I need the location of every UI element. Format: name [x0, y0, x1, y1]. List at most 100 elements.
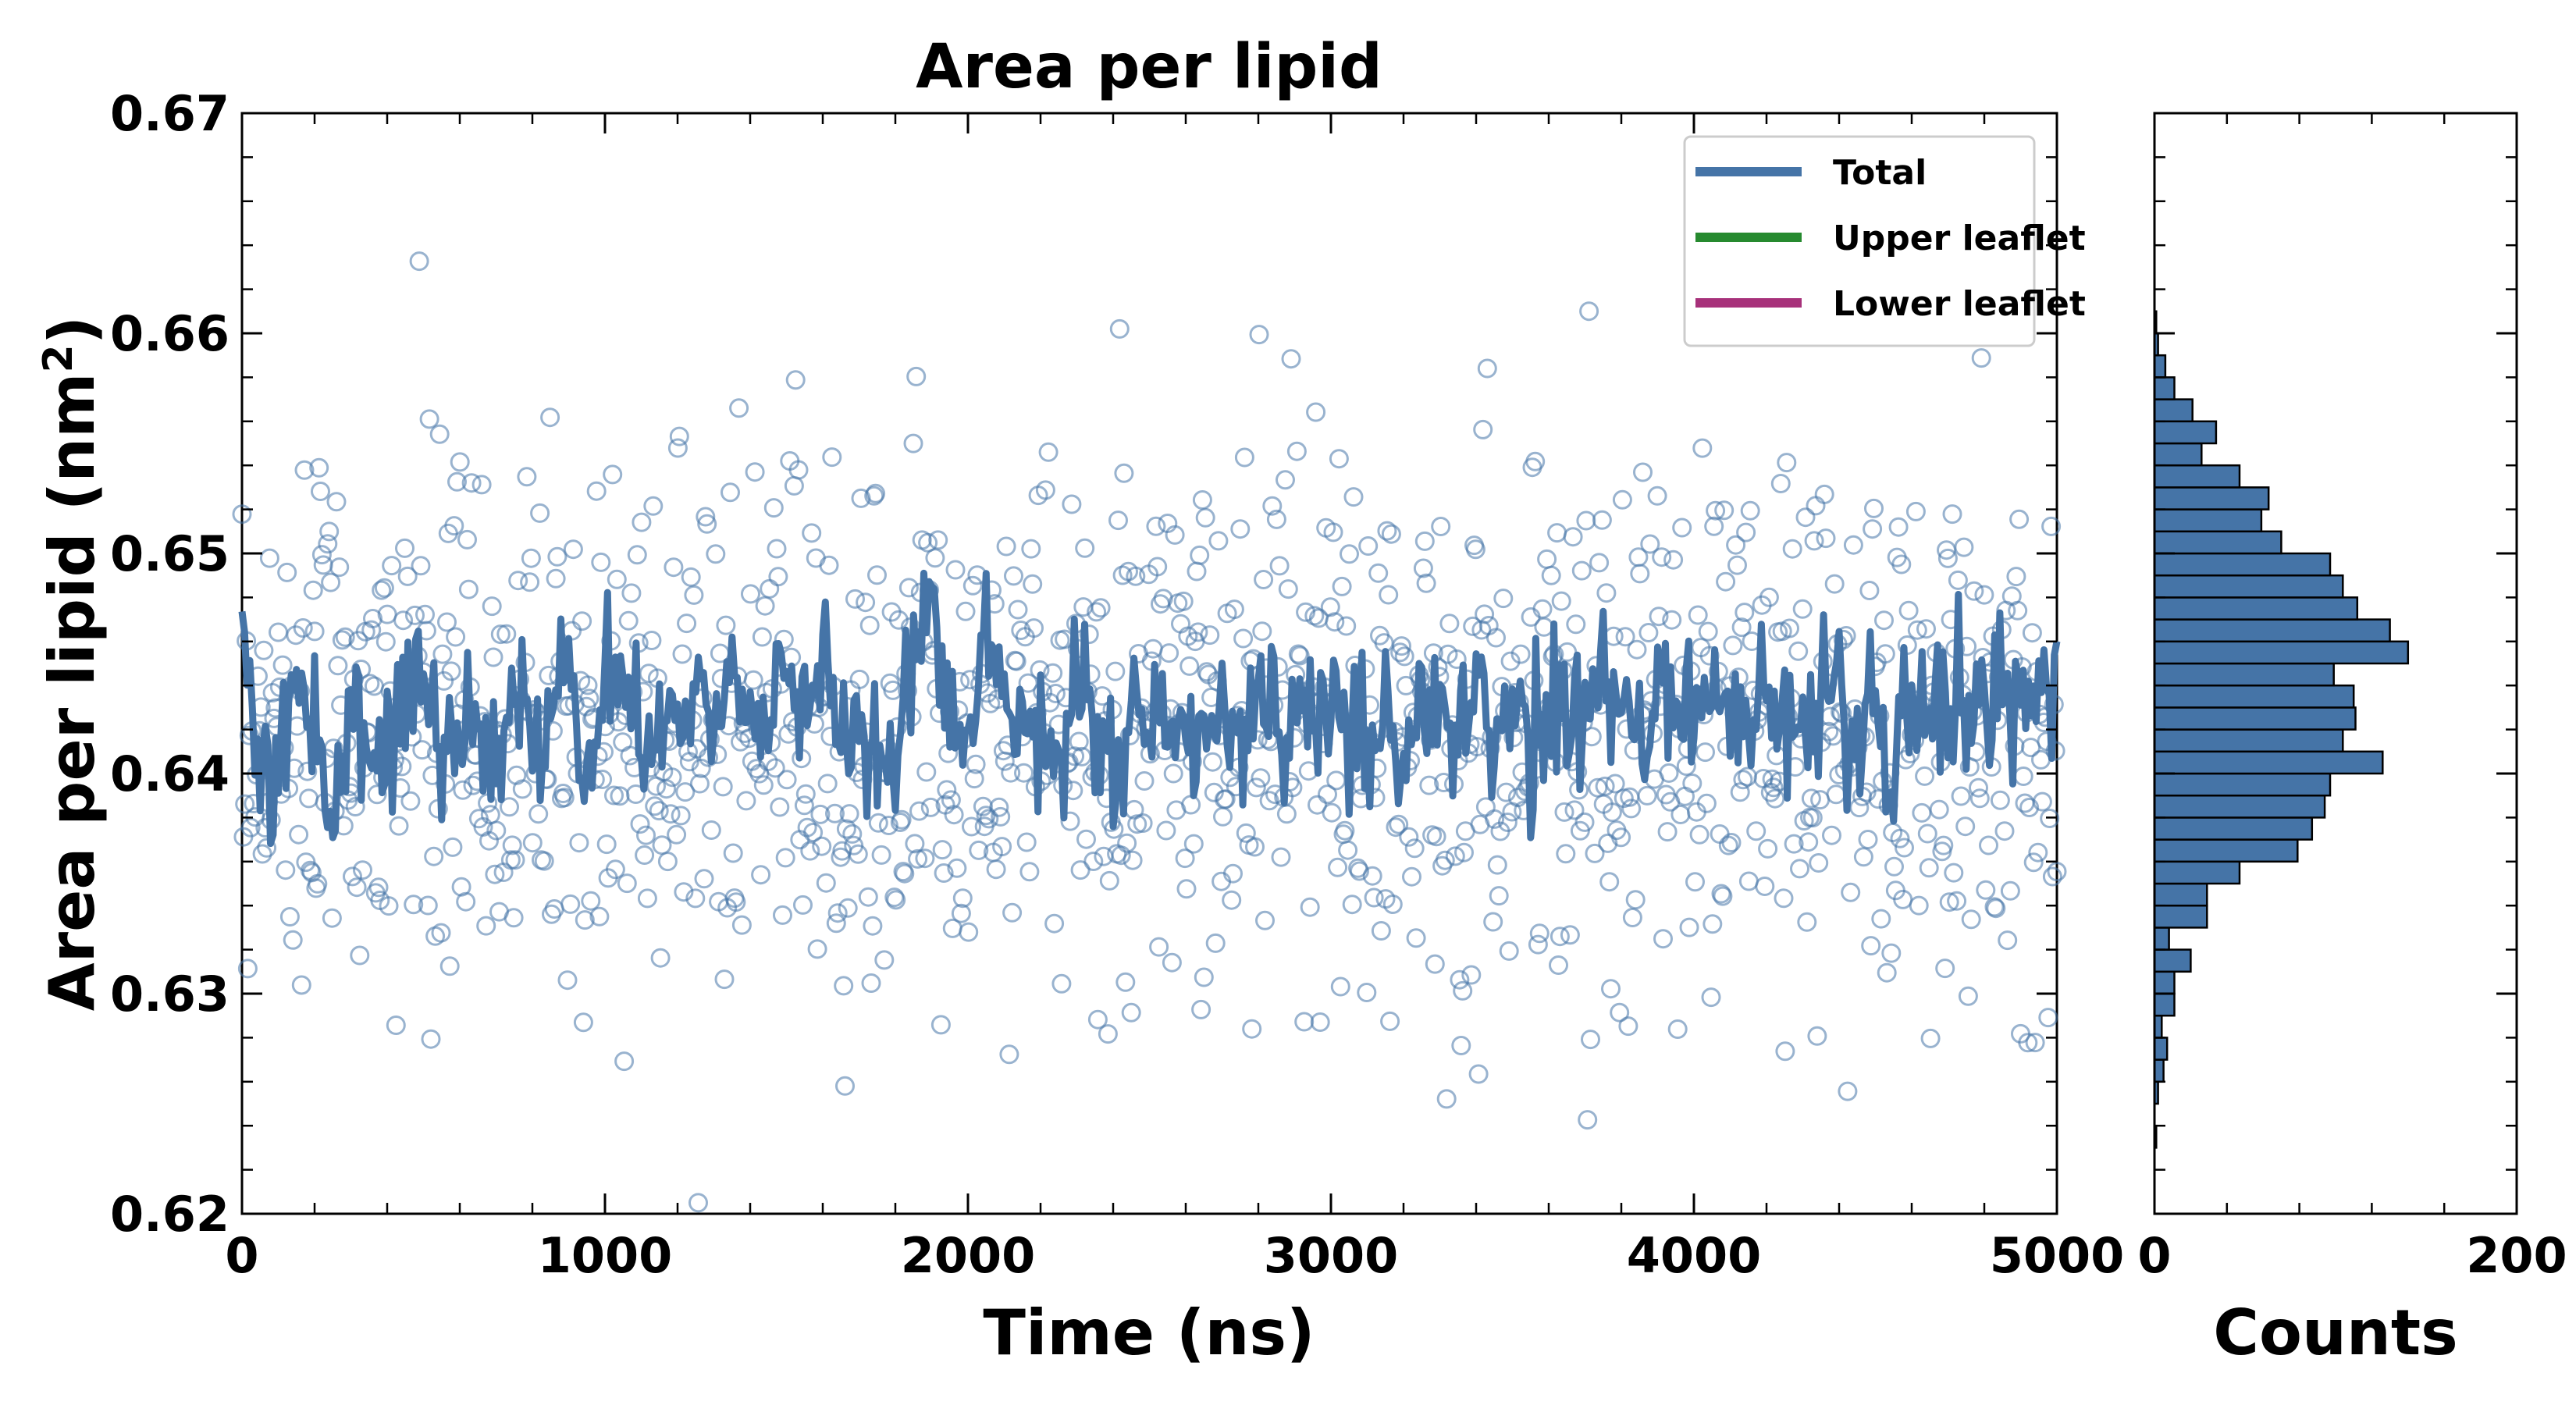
scatter-point: [1618, 1016, 1638, 1037]
scatter-point: [1942, 504, 1962, 525]
scatter-point: [276, 860, 296, 880]
scatter-point: [1589, 553, 1610, 573]
scatter-point: [1703, 914, 1723, 934]
scatter-point: [446, 627, 466, 647]
scatter-point: [1858, 830, 1878, 849]
scatter-point: [605, 859, 625, 880]
scatter-point: [861, 973, 881, 993]
scatter-point: [1087, 602, 1107, 622]
x-tick-label: 1000: [538, 1227, 673, 1284]
scatter-point: [1051, 973, 1072, 994]
scatter-point: [2025, 1033, 2045, 1053]
scatter-point: [696, 507, 716, 527]
scatter-point: [1727, 555, 1747, 575]
scatter-point: [329, 557, 350, 578]
scatter-point: [1446, 649, 1467, 669]
scatter-point: [777, 770, 797, 790]
scatter-point: [350, 945, 370, 966]
histogram-bar: [2153, 838, 2299, 863]
scatter-point: [1343, 487, 1364, 507]
scatter-point: [1023, 574, 1043, 594]
scatter-point: [1014, 763, 1034, 783]
scatter-point: [667, 438, 688, 458]
scatter-point: [806, 548, 826, 568]
scatter-point: [502, 835, 522, 855]
scatter-point: [1329, 449, 1349, 469]
y-tick-label: 0.62: [110, 1186, 229, 1243]
scatter-point: [1784, 834, 1804, 854]
scatter-point: [1726, 535, 1746, 555]
scatter-point: [874, 950, 895, 970]
scatter-point: [945, 560, 966, 580]
scatter-point: [343, 866, 362, 887]
scatter-point: [836, 819, 856, 839]
scatter-point: [386, 1016, 406, 1035]
scatter-point: [674, 882, 694, 902]
scatter-point: [309, 457, 329, 478]
scatter-point: [1379, 585, 1399, 605]
scatter-point: [412, 740, 432, 760]
scatter-point: [1362, 866, 1382, 886]
scatter-point: [1414, 531, 1435, 551]
scatter-point: [1738, 871, 1759, 891]
scatter-point: [643, 496, 664, 516]
scatter-point: [1431, 517, 1451, 536]
scatter-point: [240, 817, 261, 838]
scatter-point: [1276, 804, 1297, 824]
scatter-point: [838, 898, 858, 918]
scatter-point: [1994, 821, 2015, 841]
scatter-point: [1638, 623, 1659, 642]
histogram-bar: [2153, 927, 2170, 951]
scatter-point: [951, 903, 971, 923]
scatter-point: [1790, 859, 1809, 879]
scatter-point: [916, 762, 937, 782]
scatter-point: [964, 769, 984, 789]
scatter-point: [1554, 802, 1574, 822]
scatter-point: [596, 834, 617, 855]
scatter-point: [716, 615, 736, 635]
scatter-point: [775, 848, 795, 868]
scatter-point: [1262, 496, 1283, 516]
scatter-point: [368, 877, 389, 898]
histogram-bar: [2153, 574, 2344, 599]
scatter-point: [1806, 496, 1826, 516]
scatter-point: [1605, 774, 1625, 794]
scatter-point: [1335, 820, 1355, 841]
scatter-point: [400, 791, 421, 811]
scatter-point: [955, 601, 976, 621]
scatter-point: [444, 516, 464, 536]
scatter-point: [915, 848, 935, 869]
scatter-point: [1853, 847, 1873, 867]
scatter-point: [1183, 834, 1204, 854]
scatter-point: [1381, 524, 1401, 544]
scatter-point: [2009, 509, 2030, 529]
scatter-point: [1222, 890, 1242, 910]
scatter-point: [1035, 480, 1055, 500]
scatter-point: [404, 895, 424, 915]
scatter-point: [866, 483, 886, 503]
scatter-point: [906, 366, 927, 386]
scatter-point: [522, 833, 543, 853]
scatter-point: [1807, 1026, 1827, 1046]
scatter-point: [1934, 835, 1954, 855]
scatter-point: [1134, 771, 1155, 791]
scatter-point: [1701, 987, 1721, 1008]
scatter-point: [1537, 549, 1557, 569]
scatter-point: [773, 905, 792, 925]
scatter-point: [723, 843, 743, 863]
scatter-point: [1838, 1081, 1858, 1101]
scatter-point: [1306, 402, 1326, 422]
scatter-point: [720, 482, 740, 503]
scatter-point: [2028, 842, 2048, 863]
scatter-point: [1622, 908, 1642, 927]
scatter-point: [2015, 793, 2035, 813]
scatter-point: [439, 956, 460, 976]
scatter-point: [1109, 318, 1130, 339]
scatter-point: [898, 578, 919, 598]
scatter-point: [822, 447, 842, 468]
scatter-point: [1689, 824, 1710, 845]
scatter-point: [372, 580, 392, 600]
histogram-plot: 0 200 Counts: [2137, 112, 2567, 1369]
total-line: [238, 569, 2061, 848]
scatter-point: [849, 669, 870, 689]
